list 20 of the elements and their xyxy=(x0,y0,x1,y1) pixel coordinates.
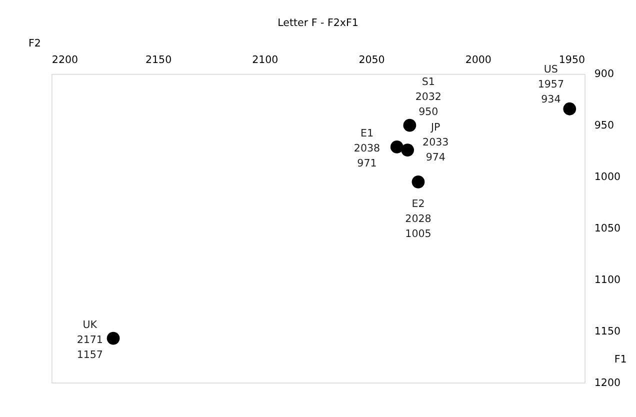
annotation: JP 2033 974 xyxy=(422,121,449,164)
annotation: S1 2032 950 xyxy=(415,76,442,118)
y-tick-label: 950 xyxy=(594,120,614,132)
annotation: E2 2028 1005 xyxy=(405,198,432,240)
y-tick-label: 1050 xyxy=(594,222,621,234)
x-tick-label: 2050 xyxy=(358,54,385,66)
annotation: UK 2171 1157 xyxy=(76,319,103,361)
y-tick-label: 1100 xyxy=(594,274,621,286)
x-axis-title: F2 xyxy=(28,37,41,50)
annotation: E1 2038 971 xyxy=(354,128,380,170)
x-tick-label: 2150 xyxy=(145,54,172,66)
y-tick-label: 900 xyxy=(594,68,614,80)
y-tick-label: 1150 xyxy=(594,325,621,338)
y-tick-label: 1000 xyxy=(594,171,621,184)
x-tick-label: 2100 xyxy=(252,54,278,66)
x-tick-label: 2000 xyxy=(465,54,492,66)
x-tick-label: 2200 xyxy=(52,54,78,66)
y-tick-label: 1200 xyxy=(594,376,621,389)
chart-title: Letter F - F2xF1 xyxy=(278,17,358,30)
y-axis-title: F1 xyxy=(614,353,627,366)
